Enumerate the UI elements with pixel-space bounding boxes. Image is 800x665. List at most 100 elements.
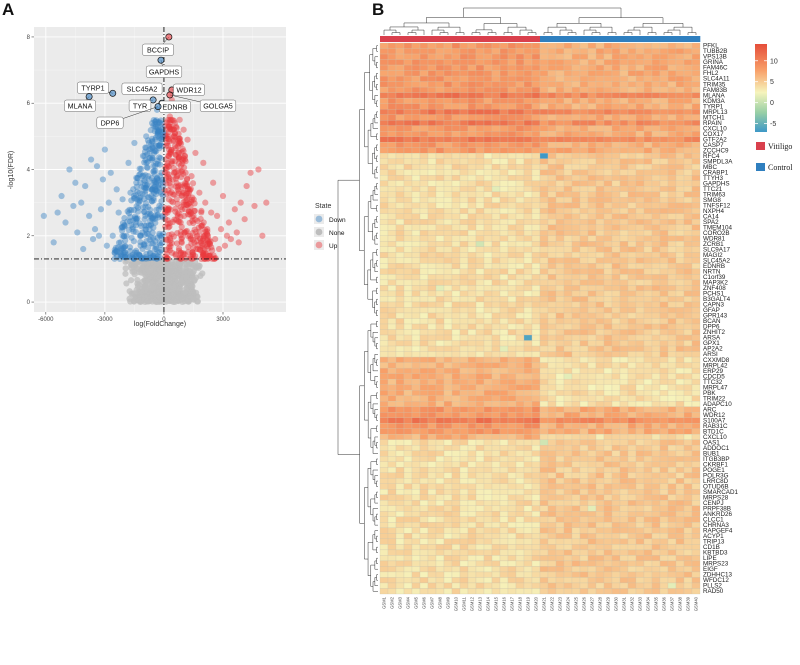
- up-point: [165, 163, 172, 170]
- dendrogram-branch: [376, 62, 378, 69]
- heatmap-cell: [603, 142, 613, 148]
- heatmap-cell: [379, 103, 389, 110]
- heatmap-cell: [483, 92, 493, 99]
- down-point: [99, 176, 107, 183]
- down-point: [153, 148, 160, 155]
- heatmap-cell: [427, 456, 437, 462]
- down-point: [150, 197, 157, 204]
- down-point: [111, 249, 118, 256]
- up-point: [171, 129, 179, 137]
- heatmap-cell: [611, 86, 621, 93]
- heatmap-cell: [611, 164, 621, 170]
- heatmap-cell: [611, 75, 621, 82]
- heatmap-cell: [467, 42, 477, 49]
- heatmap-cell: [459, 312, 469, 319]
- heatmap-cell: [515, 241, 525, 247]
- heatmap-cell: [675, 213, 685, 220]
- heatmap-cell: [475, 246, 485, 253]
- heatmap-cell: [555, 290, 565, 297]
- heatmap-cell: [579, 246, 589, 253]
- heatmap-cell: [651, 290, 661, 297]
- heatmap-cell: [611, 456, 621, 462]
- heatmap-cell: [555, 406, 565, 413]
- heatmap-cell: [619, 434, 629, 440]
- heatmap-cell: [499, 406, 509, 413]
- heatmap-cell: [483, 467, 493, 473]
- heatmap-cell: [683, 164, 693, 170]
- up-point: [163, 135, 170, 142]
- heatmap-cell: [403, 70, 413, 77]
- heatmap-cell: [459, 456, 469, 462]
- heatmap-cell: [427, 439, 437, 446]
- heatmap-cell: [419, 213, 429, 220]
- up-point: [233, 229, 240, 236]
- heatmap-cell: [435, 142, 445, 148]
- heatmap-cell: [555, 367, 565, 374]
- heatmap-cell: [531, 428, 541, 435]
- heatmap-cell: [667, 467, 677, 473]
- heatmap-cell: [619, 318, 629, 325]
- heatmap-cell: [603, 334, 613, 341]
- heatmap-cell: [579, 318, 589, 325]
- heatmap-cell: [443, 75, 453, 82]
- heatmap-cell: [603, 70, 613, 77]
- heatmap-cell: [395, 390, 405, 396]
- heatmap-cell: [587, 423, 597, 429]
- heatmap-cell: [571, 257, 581, 264]
- heatmap-cell: [595, 48, 605, 55]
- down-point: [107, 169, 114, 176]
- heatmap-cell: [531, 417, 541, 424]
- heatmap-cell: [435, 384, 445, 391]
- heatmap-cell: [515, 120, 525, 126]
- heatmap-cell: [459, 131, 469, 137]
- heatmap-cell: [491, 53, 501, 60]
- heatmap-cell: [667, 439, 677, 446]
- up-point: [185, 200, 192, 207]
- heatmap-cell: [427, 406, 437, 413]
- heatmap-cell: [483, 75, 493, 82]
- heatmap-cell: [451, 131, 461, 137]
- heatmap-cell: [523, 290, 533, 297]
- heatmap-cell: [475, 268, 485, 275]
- heatmap-cell: [635, 180, 645, 187]
- heatmap-cell: [627, 401, 637, 407]
- heatmap-cell: [395, 147, 405, 154]
- heatmap-cell: [539, 356, 549, 363]
- heatmap-cell: [683, 329, 693, 336]
- heatmap-cell: [587, 70, 597, 77]
- heatmap-cell: [667, 428, 677, 435]
- dendrogram-branch: [376, 442, 378, 449]
- heatmap-cell: [627, 307, 637, 314]
- heatmap-cell: [499, 147, 509, 154]
- heatmap-cell: [619, 428, 629, 435]
- heatmap-cell: [507, 213, 517, 220]
- heatmap-cell: [507, 257, 517, 264]
- heatmap-cell: [667, 219, 677, 225]
- heatmap-cell: [507, 456, 517, 462]
- heatmap-cell: [555, 180, 565, 187]
- heatmap-cell: [435, 202, 445, 209]
- down-point: [143, 144, 150, 151]
- heatmap-cell: [379, 158, 389, 165]
- up-point: [235, 239, 242, 246]
- heatmap-cell: [563, 450, 573, 457]
- heatmap-cell: [387, 175, 397, 181]
- heatmap-cell: [491, 367, 501, 374]
- heatmap-cell: [435, 75, 445, 82]
- heatmap-cell: [635, 241, 645, 247]
- heatmap-cell: [651, 169, 661, 176]
- up-point: [165, 231, 172, 239]
- none-point: [123, 280, 130, 287]
- heatmap-cell: [571, 219, 581, 225]
- heatmap-cell: [619, 367, 629, 374]
- heatmap-cell: [467, 224, 477, 231]
- heatmap-cell: [683, 461, 693, 468]
- heatmap-cell: [411, 191, 421, 198]
- heatmap-cell: [387, 142, 397, 148]
- heatmap-cell: [659, 307, 669, 314]
- heatmap-cell: [379, 86, 389, 93]
- heatmap-cell: [555, 461, 565, 468]
- heatmap-cell: [411, 467, 421, 473]
- heatmap-cell: [491, 59, 501, 66]
- heatmap-cell: [651, 263, 661, 270]
